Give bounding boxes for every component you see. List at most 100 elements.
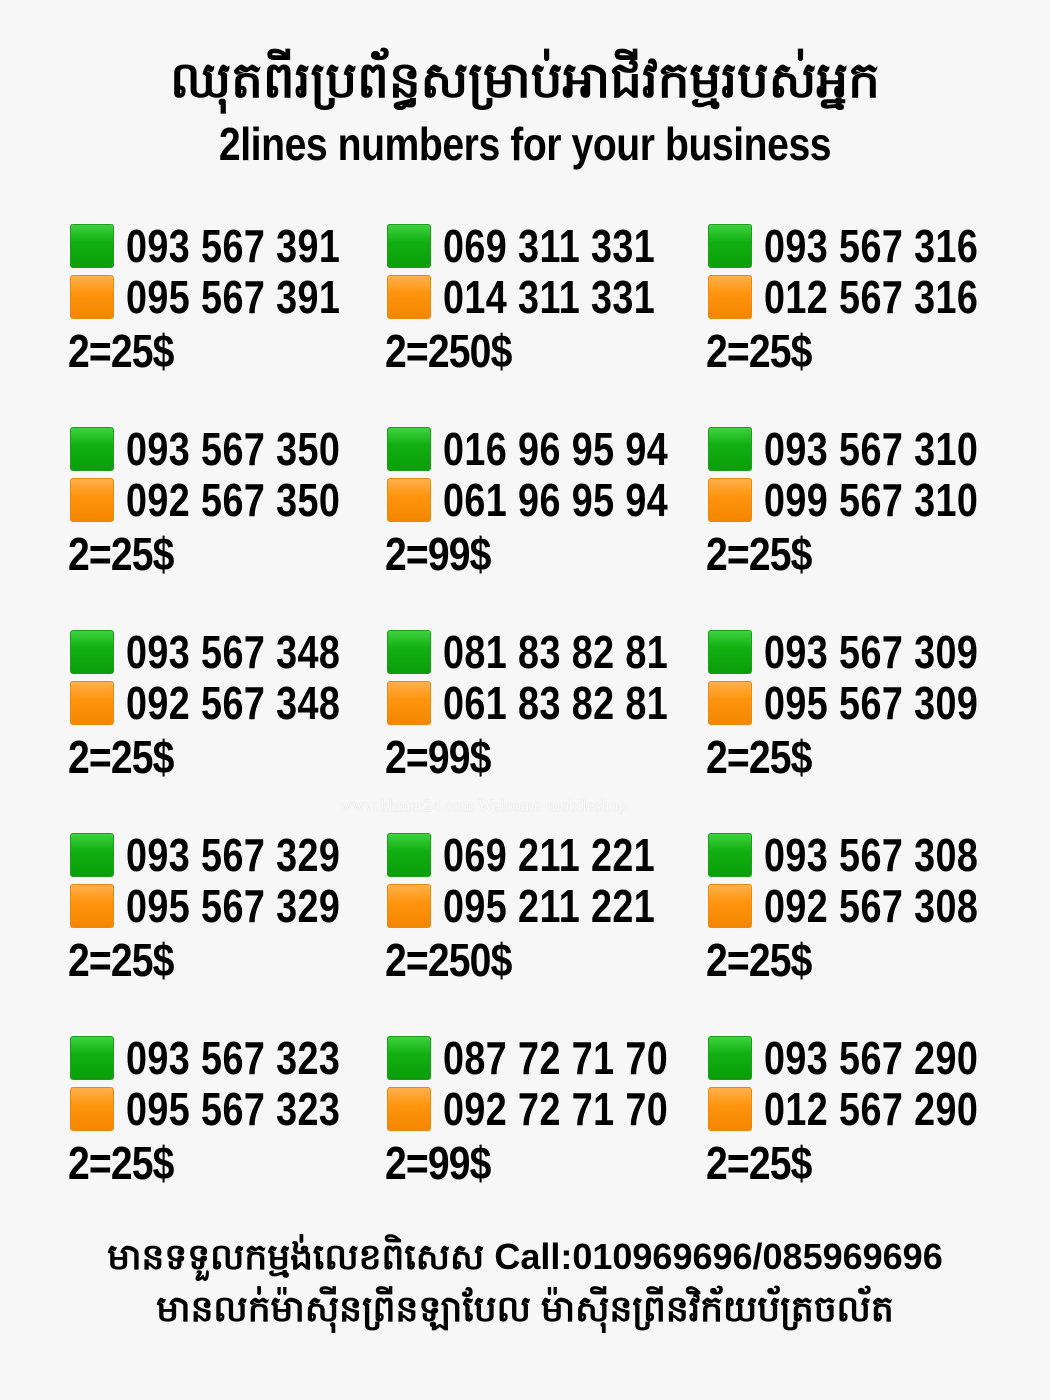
number-line-2: 095 567 309: [708, 679, 1025, 727]
green-square-icon: [70, 1036, 114, 1080]
green-square-icon: [708, 630, 752, 674]
number-line-2: 095 567 391: [70, 273, 387, 321]
price: 2=250$: [385, 325, 512, 377]
number-line-2: 092 567 308: [708, 882, 1025, 930]
phone-number: 092 567 308: [764, 880, 979, 932]
phone-number: 093 567 290: [764, 1032, 979, 1084]
orange-square-icon: [70, 478, 114, 522]
green-square-icon: [70, 630, 114, 674]
number-line-1: 093 567 309: [708, 628, 1025, 676]
price: 2=250$: [385, 934, 512, 986]
phone-number: 012 567 290: [764, 1083, 979, 1135]
phone-number: 099 567 310: [764, 474, 979, 526]
price: 2=25$: [706, 1137, 812, 1189]
price: 2=25$: [68, 731, 174, 783]
green-square-icon: [708, 833, 752, 877]
phone-number: 093 567 391: [126, 220, 341, 272]
number-line-1: 093 567 290: [708, 1034, 1025, 1082]
offer-block: 093 567 316 012 567 316 2=25$: [706, 220, 1028, 382]
phone-number: 093 567 348: [126, 626, 341, 678]
phone-number: 093 567 310: [764, 423, 979, 475]
orange-square-icon: [708, 1087, 752, 1131]
offer-block: 093 567 308 092 567 308 2=25$: [706, 831, 1028, 991]
number-line-1: 081 83 82 81: [387, 628, 718, 676]
number-line-2: 095 211 221: [387, 882, 702, 930]
price: 2=25$: [706, 731, 812, 783]
green-square-icon: [708, 1036, 752, 1080]
orange-square-icon: [70, 275, 114, 319]
phone-number: 095 567 323: [126, 1083, 341, 1135]
phone-number: 069 311 331: [443, 220, 656, 272]
phone-number: 095 567 391: [126, 271, 341, 323]
footer-services: មានលក់ម៉ាស៊ីនព្រីនឡាបែល ម៉ាស៊ីនព្រីនវិក័…: [156, 1288, 894, 1329]
number-line-2: 095 567 329: [70, 882, 387, 930]
phone-number: 014 311 331: [443, 271, 656, 323]
phone-number: 095 567 309: [764, 677, 979, 729]
number-line-2: 061 96 95 94: [387, 476, 718, 524]
green-square-icon: [708, 427, 752, 471]
number-line-2: 092 72 71 70: [387, 1085, 718, 1133]
orange-square-icon: [70, 884, 114, 928]
number-line-1: 093 567 348: [70, 628, 387, 676]
phone-number: 081 83 82 81: [443, 626, 669, 678]
phone-number: 061 83 82 81: [443, 677, 669, 729]
offer-block: 093 567 391 095 567 391 2=25$: [68, 222, 390, 382]
orange-square-icon: [387, 478, 431, 522]
orange-square-icon: [70, 681, 114, 725]
price: 2=99$: [385, 528, 491, 580]
price: 2=25$: [706, 528, 812, 580]
green-square-icon: [387, 1036, 431, 1080]
orange-square-icon: [70, 1087, 114, 1131]
number-line-1: 069 311 331: [387, 222, 702, 270]
number-line-2: 014 311 331: [387, 273, 702, 321]
number-line-1: 093 567 350: [70, 425, 387, 473]
watermark: www.khmer24.com Welcome-mobileshop: [340, 796, 627, 815]
phone-number: 093 567 323: [126, 1032, 341, 1084]
price: 2=25$: [706, 325, 812, 377]
offer-block: 087 72 71 70 092 72 71 70 2=99$: [385, 1034, 707, 1194]
phone-number: 093 567 350: [126, 423, 341, 475]
phone-number: 093 567 308: [764, 829, 979, 881]
number-line-2: 092 567 348: [70, 679, 387, 727]
title-khmer: ឈុតពីរប្រព័ន្ធសម្រាប់អាជីវកម្មរបស់អ្នក: [170, 52, 880, 108]
price: 2=25$: [68, 934, 174, 986]
number-line-1: 093 567 329: [70, 831, 387, 879]
phone-number: 093 567 316: [764, 220, 979, 272]
offer-block: 093 567 309 095 567 309 2=25$: [706, 628, 1028, 788]
phone-number: 061 96 95 94: [443, 474, 669, 526]
phone-number: 012 567 316: [764, 271, 979, 323]
number-line-1: 087 72 71 70: [387, 1034, 718, 1082]
number-line-1: 016 96 95 94: [387, 425, 718, 473]
green-square-icon: [70, 427, 114, 471]
offer-block: 081 83 82 81 061 83 82 81 2=99$: [385, 628, 707, 788]
offer-block: 016 96 95 94 061 96 95 94 2=99$: [385, 425, 707, 585]
offer-block: 093 567 348 092 567 348 2=25$: [68, 628, 390, 788]
price: 2=99$: [385, 1137, 491, 1189]
number-line-2: 012 567 316: [708, 273, 1025, 321]
price: 2=25$: [68, 1137, 174, 1189]
green-square-icon: [708, 224, 752, 268]
green-square-icon: [70, 833, 114, 877]
price: 2=25$: [68, 325, 174, 377]
price: 2=25$: [68, 528, 174, 580]
phone-number: 092 72 71 70: [443, 1083, 669, 1135]
green-square-icon: [387, 224, 431, 268]
number-line-2: 061 83 82 81: [387, 679, 718, 727]
phone-number: 093 567 329: [126, 829, 341, 881]
offer-block: 093 567 290 012 567 290 2=25$: [706, 1034, 1028, 1194]
price: 2=25$: [706, 934, 812, 986]
green-square-icon: [387, 630, 431, 674]
phone-number: 092 567 350: [126, 474, 341, 526]
orange-square-icon: [387, 884, 431, 928]
number-line-1: 093 567 308: [708, 831, 1025, 879]
phone-number: 069 211 221: [443, 829, 656, 881]
number-line-1: 093 567 391: [70, 222, 387, 270]
number-line-1: 069 211 221: [387, 831, 702, 879]
number-line-1: 093 567 323: [70, 1034, 387, 1082]
phone-number: 016 96 95 94: [443, 423, 669, 475]
number-line-2: 095 567 323: [70, 1085, 387, 1133]
orange-square-icon: [387, 681, 431, 725]
title-english: 2lines numbers for your business: [218, 118, 832, 170]
number-line-2: 012 567 290: [708, 1085, 1025, 1133]
offer-block: 069 311 331 014 311 331 2=250$: [385, 222, 707, 382]
